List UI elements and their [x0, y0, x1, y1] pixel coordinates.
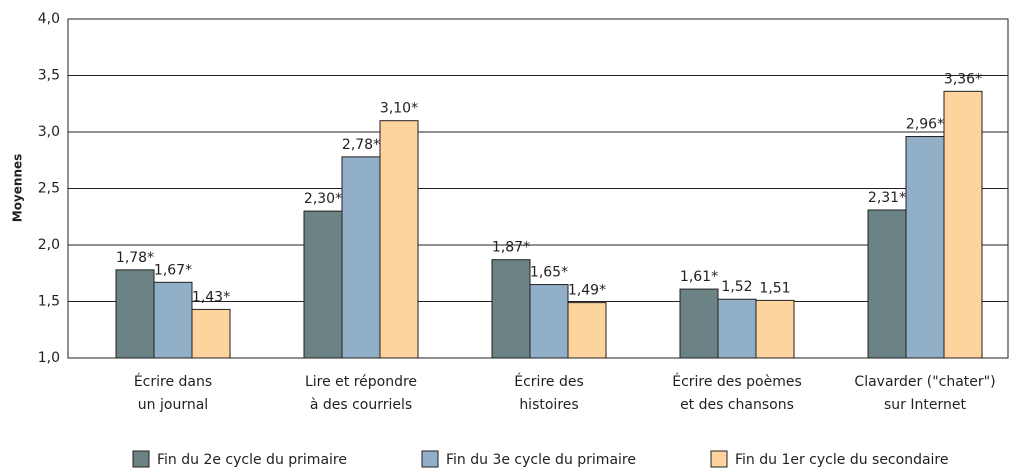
value-label: 1,67* — [154, 262, 192, 278]
value-label: 3,36* — [944, 71, 982, 87]
bar — [755, 299, 795, 359]
bar — [191, 308, 231, 359]
x-tick-label: et des chansons — [680, 397, 794, 413]
bar — [379, 120, 419, 359]
legend-label: Fin du 3e cycle du primaire — [446, 452, 636, 468]
y-tick-label: 3,5 — [38, 68, 60, 84]
bar — [905, 136, 945, 359]
y-axis-label: Moyennes — [11, 154, 25, 223]
bar — [303, 210, 343, 359]
x-tick-label: un journal — [138, 397, 208, 413]
legend-label: Fin du 1er cycle du secondaire — [735, 452, 949, 468]
bar — [943, 90, 983, 359]
legend-swatch — [132, 450, 150, 468]
y-tick-label: 2,5 — [38, 181, 60, 197]
y-tick-label: 1,0 — [38, 350, 60, 366]
x-tick-label: histoires — [519, 397, 578, 413]
value-label: 1,51 — [759, 280, 790, 296]
x-tick-label: Écrire des poèmes — [672, 373, 802, 390]
bar — [529, 284, 569, 359]
y-tick-label: 3,0 — [38, 124, 60, 140]
x-tick-label: Lire et répondre — [305, 374, 417, 390]
value-label: 3,10* — [380, 101, 418, 117]
x-tick-label: Écrire des — [514, 373, 584, 390]
legend-swatch — [710, 450, 728, 468]
legend-label: Fin du 2e cycle du primaire — [157, 452, 347, 468]
value-label: 1,65* — [530, 265, 568, 281]
x-tick-label: à des courriels — [310, 397, 412, 413]
value-label: 1,61* — [680, 269, 718, 285]
x-tick-label: Clavarder ("chater") — [854, 374, 995, 390]
y-tick-label: 1,5 — [38, 294, 60, 310]
value-label: 1,49* — [568, 283, 606, 299]
value-label: 1,78* — [116, 250, 154, 266]
value-label: 2,31* — [868, 190, 906, 206]
x-tick-label: Écrire dans — [134, 373, 212, 390]
bar — [717, 298, 757, 359]
bar — [679, 288, 719, 359]
bar — [867, 209, 907, 359]
bar — [491, 259, 531, 359]
value-label: 1,87* — [492, 240, 530, 256]
legend-swatch — [421, 450, 439, 468]
y-tick-label: 2,0 — [38, 237, 60, 253]
value-label: 1,43* — [192, 289, 230, 305]
bar — [153, 281, 193, 359]
value-label: 2,96* — [906, 117, 944, 133]
y-tick-label: 4,0 — [38, 11, 60, 27]
bar — [341, 156, 381, 359]
x-tick-label: sur Internet — [884, 397, 966, 413]
bar — [567, 302, 607, 359]
value-label: 1,52 — [721, 279, 752, 295]
value-label: 2,78* — [342, 137, 380, 153]
bar — [115, 269, 155, 359]
value-label: 2,30* — [304, 191, 342, 207]
